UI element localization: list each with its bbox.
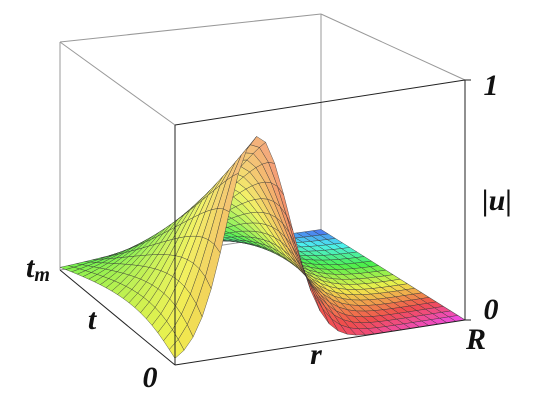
surface <box>59 136 466 359</box>
z-tick-label: 1 <box>484 69 499 102</box>
z-axis-label: |u| <box>482 184 512 217</box>
z-tick-label: 0 <box>484 293 499 326</box>
t-end-label: tm <box>26 251 50 286</box>
t-end-base: t <box>26 251 36 284</box>
r-start-label: 0 <box>143 361 158 394</box>
t-end-sub: m <box>34 264 50 286</box>
r-end-label: R <box>465 323 486 356</box>
surface-patch <box>168 339 185 359</box>
t-axis-label: t <box>88 303 98 336</box>
r-axis-label: r <box>310 338 322 371</box>
box-front <box>59 79 466 366</box>
